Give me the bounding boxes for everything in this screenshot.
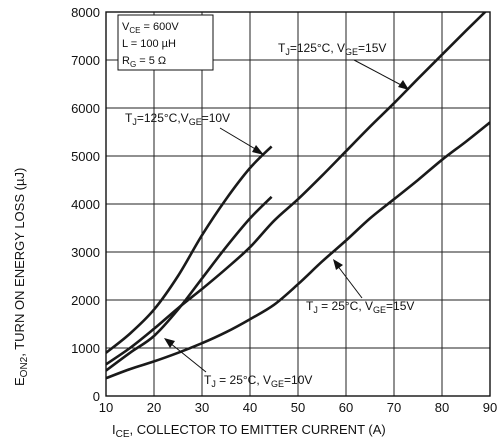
y-tick-label: 2000 [71,293,100,308]
y-axis-title: EON2, TURN ON ENERGY LOSS (µJ) [12,168,30,386]
series-line-25c-10v [106,195,273,372]
y-tick-label: 8000 [71,5,100,20]
label-125c-15v: TJ=125°C, VGE=15V [278,41,386,57]
x-tick-label: 60 [339,400,353,415]
label-125c-10v: TJ=125°C,VGE=10V [125,111,230,127]
series-line-125c-15v [106,12,487,366]
annotation-125c-15v: TJ=125°C, VGE=15V [278,41,409,90]
y-tick-label: 7000 [71,53,100,68]
label-25c-15v: TJ = 25°C, VGE=15V [306,299,414,315]
x-tick-label: 80 [435,400,449,415]
x-tick-label: 20 [147,400,161,415]
y-tick-label: 5000 [71,149,100,164]
condition-rg: RG = 5 Ω [122,55,166,69]
series-line-25c-15v [106,121,490,380]
x-axis-title: ICE, COLLECTOR TO EMITTER CURRENT (A) [112,422,386,440]
y-tick-label: 3000 [71,245,100,260]
condition-vce: VCE = 600V [122,21,179,35]
series-line-125c-10v [106,145,273,354]
x-tick-label: 30 [195,400,209,415]
y-tick-label: 6000 [71,101,100,116]
annotation-125c-10v: TJ=125°C,VGE=10V [125,111,264,155]
condition-inductance: L = 100 µH [122,38,176,50]
annotation-25c-15v: TJ = 25°C, VGE=15V [306,259,414,315]
plot-frame [105,11,491,397]
x-tick-label: 70 [387,400,401,415]
x-tick-label: 90 [483,400,497,415]
x-tick-label: 50 [291,400,305,415]
annotation-25c-10v: TJ = 25°C, VGE=10V [164,338,312,389]
tick-label-layer: 10 20 30 40 50 60 70 80 90 0 1000 2000 3000 4000 5000 6… [71,5,497,415]
y-tick-label: 0 [93,389,100,404]
conditions-box: VCE = 600V L = 100 µH RG = 5 Ω [117,14,214,71]
y-tick-label: 4000 [71,197,100,212]
x-tick-label: 10 [99,400,113,415]
y-tick-label: 1000 [71,341,100,356]
label-25c-10v: TJ = 25°C, VGE=10V [204,373,312,389]
x-tick-label: 40 [243,400,257,415]
curve-layer [106,12,490,380]
